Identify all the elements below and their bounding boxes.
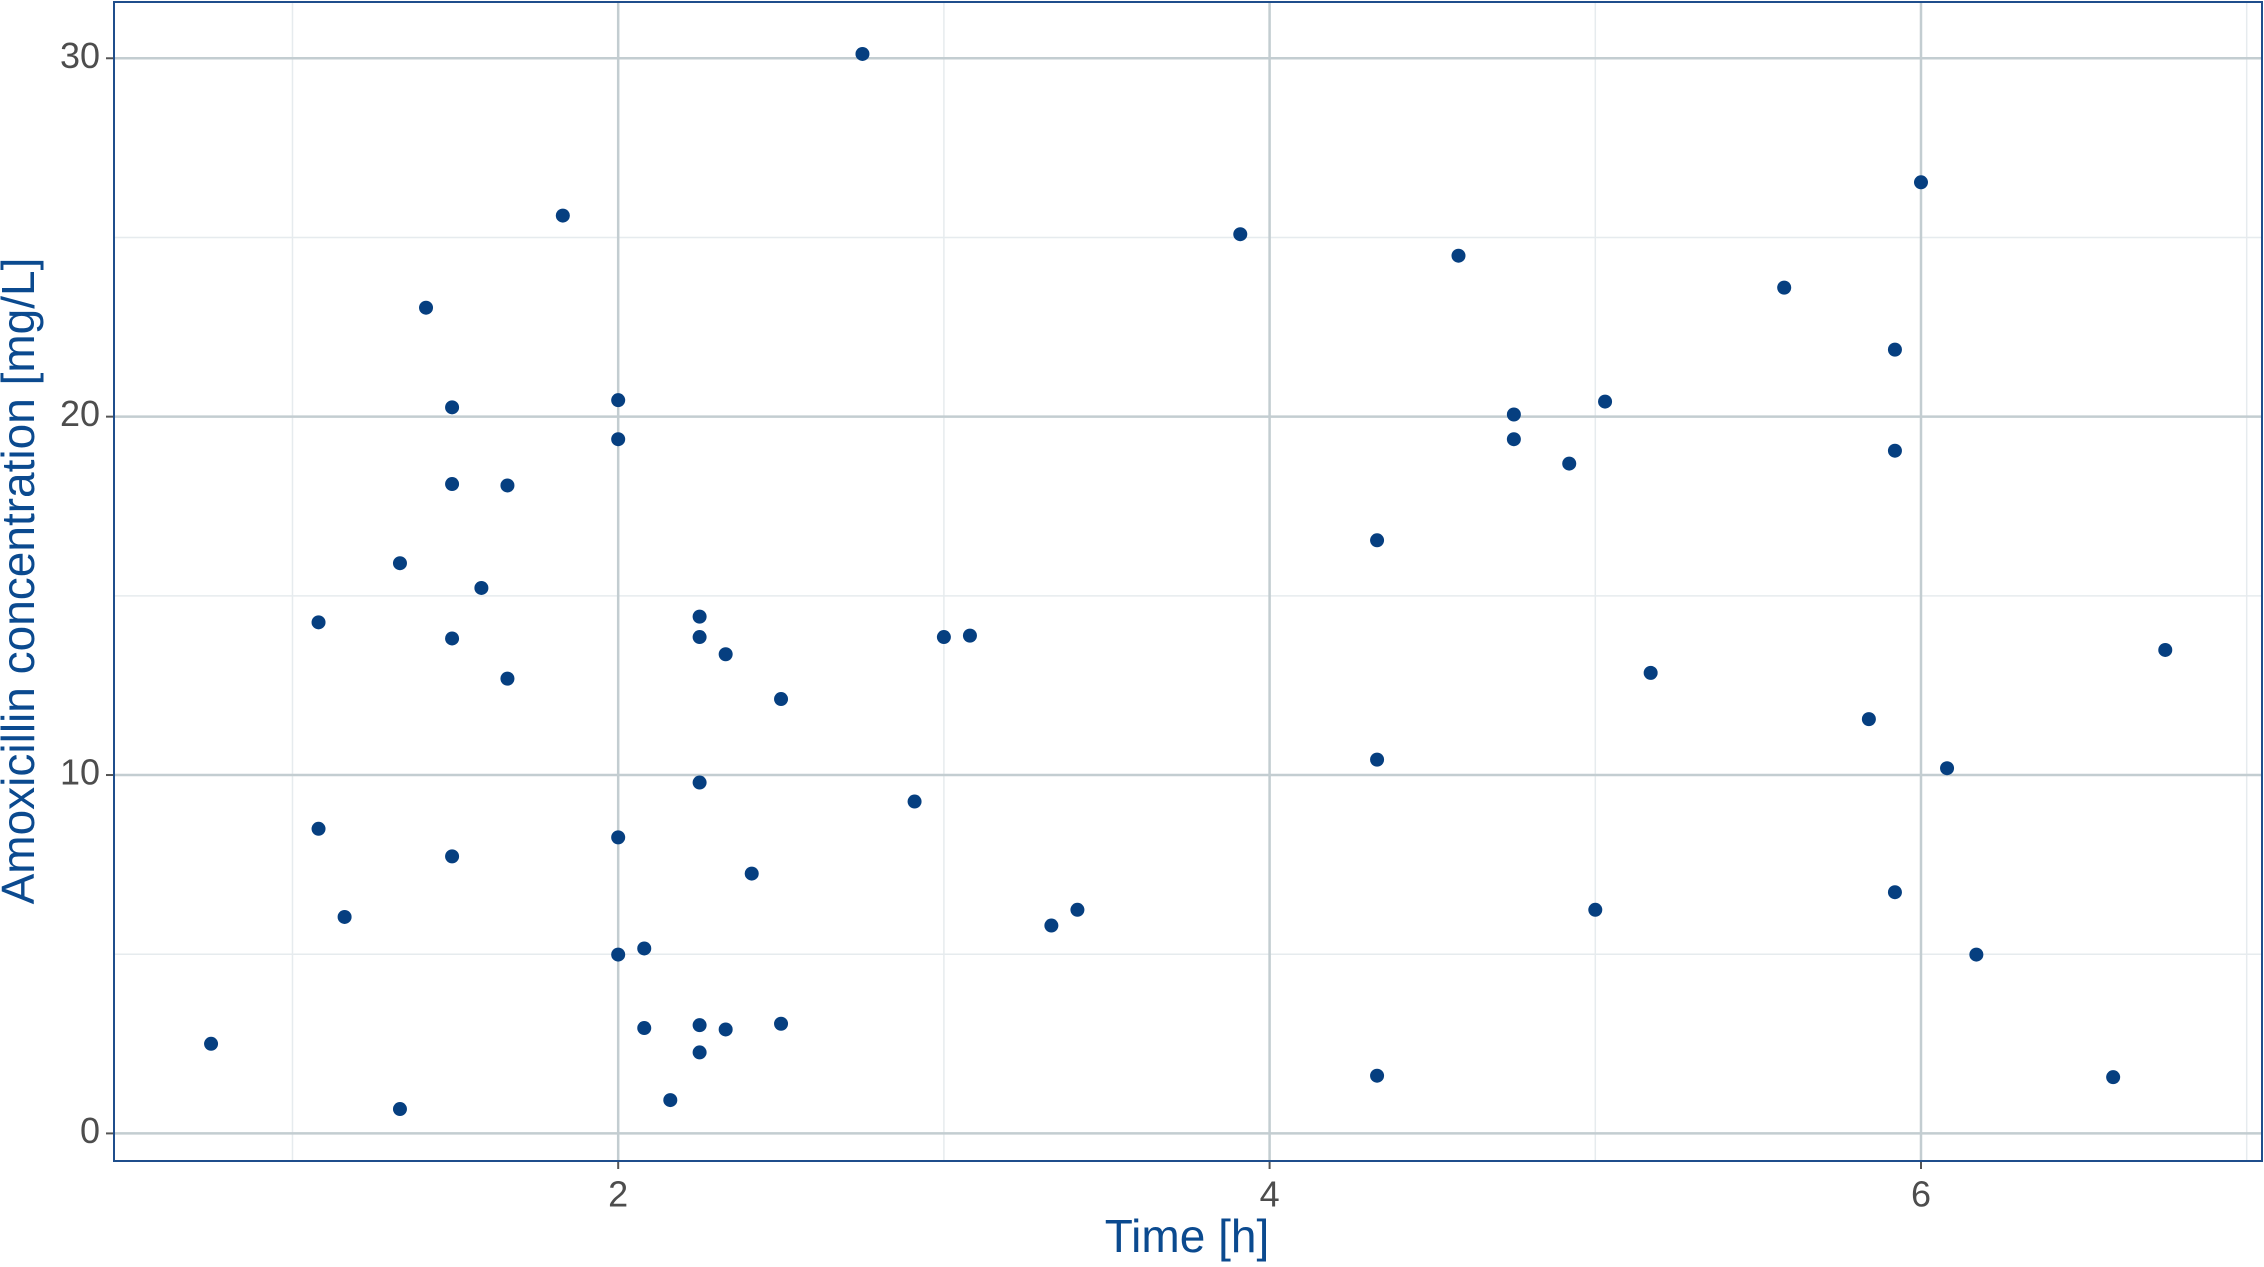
- point: [555, 208, 570, 223]
- point: [1861, 712, 1876, 727]
- point: [1887, 885, 1902, 900]
- point: [1598, 394, 1613, 409]
- point: [1887, 443, 1902, 458]
- point: [1370, 1068, 1385, 1083]
- point: [311, 821, 326, 836]
- point: [2106, 1070, 2121, 1085]
- point: [392, 1102, 407, 1117]
- y-axis-title: Amoxicillin concentration [mg/L]: [0, 258, 44, 905]
- point: [474, 580, 489, 595]
- point: [445, 477, 460, 492]
- point: [2158, 642, 2173, 657]
- point: [692, 1045, 707, 1060]
- y-tick-label: 30: [60, 35, 100, 76]
- point: [611, 393, 626, 408]
- x-axis-title: Time [h]: [1105, 1210, 1269, 1262]
- point: [692, 775, 707, 790]
- point: [500, 671, 515, 686]
- point: [1940, 761, 1955, 776]
- point: [500, 478, 515, 493]
- plot-border: [113, 1, 2263, 1162]
- point: [1506, 407, 1521, 422]
- point: [1370, 533, 1385, 548]
- point: [774, 1016, 789, 1031]
- point: [692, 1018, 707, 1033]
- point: [445, 849, 460, 864]
- point: [1588, 902, 1603, 917]
- point: [1913, 175, 1928, 190]
- point: [337, 909, 352, 924]
- point: [637, 941, 652, 956]
- point: [962, 628, 977, 643]
- point: [204, 1036, 219, 1051]
- point: [936, 630, 951, 645]
- point: [445, 400, 460, 415]
- point: [718, 647, 733, 662]
- point: [1506, 432, 1521, 447]
- point: [744, 866, 759, 881]
- x-tick-label: 4: [1260, 1174, 1280, 1215]
- point: [611, 432, 626, 447]
- x-tick-label: 2: [608, 1174, 628, 1215]
- point: [1370, 752, 1385, 767]
- point: [692, 630, 707, 645]
- point: [611, 830, 626, 845]
- y-tick-label: 10: [60, 752, 100, 793]
- point: [774, 692, 789, 707]
- point: [1887, 342, 1902, 357]
- point: [392, 556, 407, 571]
- point: [1044, 918, 1059, 933]
- point: [1233, 227, 1248, 242]
- point: [907, 794, 922, 809]
- point: [1969, 947, 1984, 962]
- point: [718, 1022, 733, 1037]
- point: [611, 947, 626, 962]
- point: [445, 631, 460, 646]
- point: [637, 1021, 652, 1036]
- point: [419, 300, 434, 315]
- point: [1562, 456, 1577, 471]
- y-tick-label: 0: [80, 1110, 100, 1151]
- point: [1070, 902, 1085, 917]
- point: [692, 609, 707, 624]
- point: [855, 46, 870, 61]
- point: [1777, 280, 1792, 295]
- x-tick-label: 6: [1911, 1174, 1931, 1215]
- point: [311, 615, 326, 630]
- point: [663, 1093, 678, 1108]
- y-tick-label: 20: [60, 393, 100, 434]
- point: [1451, 248, 1466, 263]
- point: [1643, 665, 1658, 680]
